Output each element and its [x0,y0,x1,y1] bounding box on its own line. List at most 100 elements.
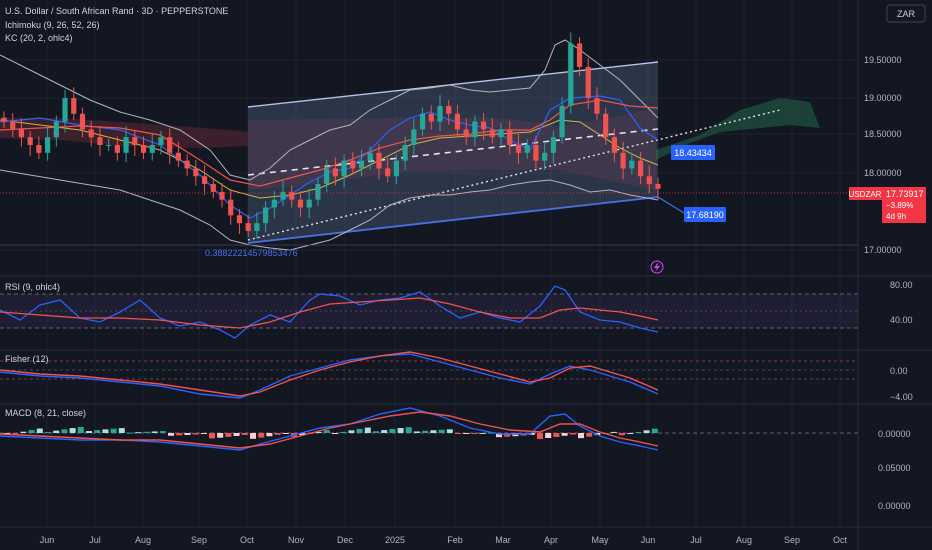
time-label-8: Feb [447,535,463,545]
countdown-tag: 4d 9h [886,212,906,221]
indicator-kc[interactable]: KC (20, 2, ohlc4) [5,33,73,43]
macd-bar-18 [151,431,158,433]
candle-68 [594,87,600,120]
lightning-event-icon[interactable] [650,260,664,274]
indicator-ichimoku[interactable]: Ichimoku (9, 26, 52, 26) [5,20,100,30]
time-label-13: Jul [690,535,702,545]
macd-bar-38 [315,431,322,433]
macd-bar-47 [389,429,396,433]
macd-bar-77 [635,431,642,433]
symbol-tag-bg [849,187,882,200]
candle-54 [472,115,478,147]
candle-32 [280,180,286,206]
macd-bar-40 [332,433,338,434]
macd-bar-34 [282,433,289,434]
macd-bar-28 [233,433,240,436]
candle-74 [646,165,652,194]
candle-38 [332,157,338,186]
fib-value-label: 0.38822214579853476 [205,248,298,258]
macd-bar-50 [414,431,420,433]
macd-tick-2: 0.05000 [878,463,911,473]
time-label-3: Sep [191,535,207,545]
macd-bar-12 [102,429,109,433]
price-tag-bg [882,187,926,223]
macd-bar-61 [504,433,511,437]
candle-73 [637,152,644,185]
candle-61 [533,136,539,169]
candle-41 [358,149,365,177]
rsi-band-fill [0,294,858,328]
fisher-title[interactable]: Fisher (12) [5,354,49,364]
macd-bar-26 [217,433,224,438]
macd-bar-2 [20,431,27,433]
candle-19 [167,128,173,164]
macd-bar-17 [143,431,150,433]
macd-bar-30 [250,433,256,439]
macd-bar-10 [86,431,92,433]
candle-58 [507,120,513,155]
symbol-title[interactable]: U.S. Dollar / South African Rand · 3D · … [5,6,228,16]
macd-bar-51 [422,430,429,433]
macd-bar-22 [184,433,191,436]
rsi-tick-40: 40.00 [890,315,913,325]
price-tick-3: 18.50000 [864,129,902,139]
macd-title[interactable]: MACD (8, 21, close) [5,408,86,418]
currency-button-bg[interactable] [886,4,926,23]
candle-30 [263,201,269,233]
fisher-tick-neg4: −4.00 [890,392,913,402]
macd-bar-43 [356,428,363,433]
macd-bar-75 [619,433,625,436]
channel-low-label: 17.68190 [686,210,724,220]
candle-22 [193,159,199,186]
time-label-9: Mar [495,535,511,545]
macd-bar-65 [537,433,543,439]
macd-bar-45 [373,431,379,433]
rsi-line [0,285,659,339]
macd-bar-3 [28,430,35,433]
macd-bar-7 [61,429,68,433]
macd-bar-56 [463,433,470,434]
candle-55 [481,112,487,141]
candle-31 [271,191,277,219]
candle-43 [376,144,382,180]
channel-low-label-bg [684,207,726,222]
macd-bar-25 [209,433,215,439]
macd-bar-32 [266,433,273,437]
candle-70 [611,128,617,163]
candle-71 [620,141,626,180]
candle-44 [385,157,391,183]
macd-bar-29 [241,433,248,435]
candle-65 [568,32,574,114]
cloud-red-area-mid [248,108,656,190]
candle-46 [402,136,408,170]
candle-0 [1,111,7,128]
macd-bar-46 [381,430,388,433]
candle-16 [140,136,147,160]
candle-62 [542,141,548,170]
candlestick-series [1,32,661,239]
price-tick-1: 19.50000 [864,55,902,65]
candle-67 [585,58,591,110]
time-label-1: Jul [89,535,101,545]
macd-bar-69 [569,433,576,435]
macd-bar-70 [578,433,584,439]
macd-bar-23 [192,433,199,435]
candle-69 [603,107,609,145]
channel-lower-line [247,196,659,244]
candle-6 [53,115,59,147]
macd-bar-74 [610,431,617,433]
macd-bar-27 [225,433,232,437]
time-axis: Jun Jul Aug Sep Oct Nov Dec 2025 Feb Mar Apr May Jun… [40,535,848,545]
macd-bar-6 [53,430,60,433]
macd-bar-20 [168,433,174,436]
candle-57 [498,123,504,145]
candle-24 [210,177,216,199]
candle-33 [289,185,295,208]
rsi-title[interactable]: RSI (9, ohlc4) [5,282,60,292]
macd-bar-67 [553,433,560,437]
candle-36 [315,177,321,206]
macd-histogram [4,427,658,439]
macd-bar-49 [405,427,412,433]
currency-button[interactable]: ZAR [897,9,916,19]
